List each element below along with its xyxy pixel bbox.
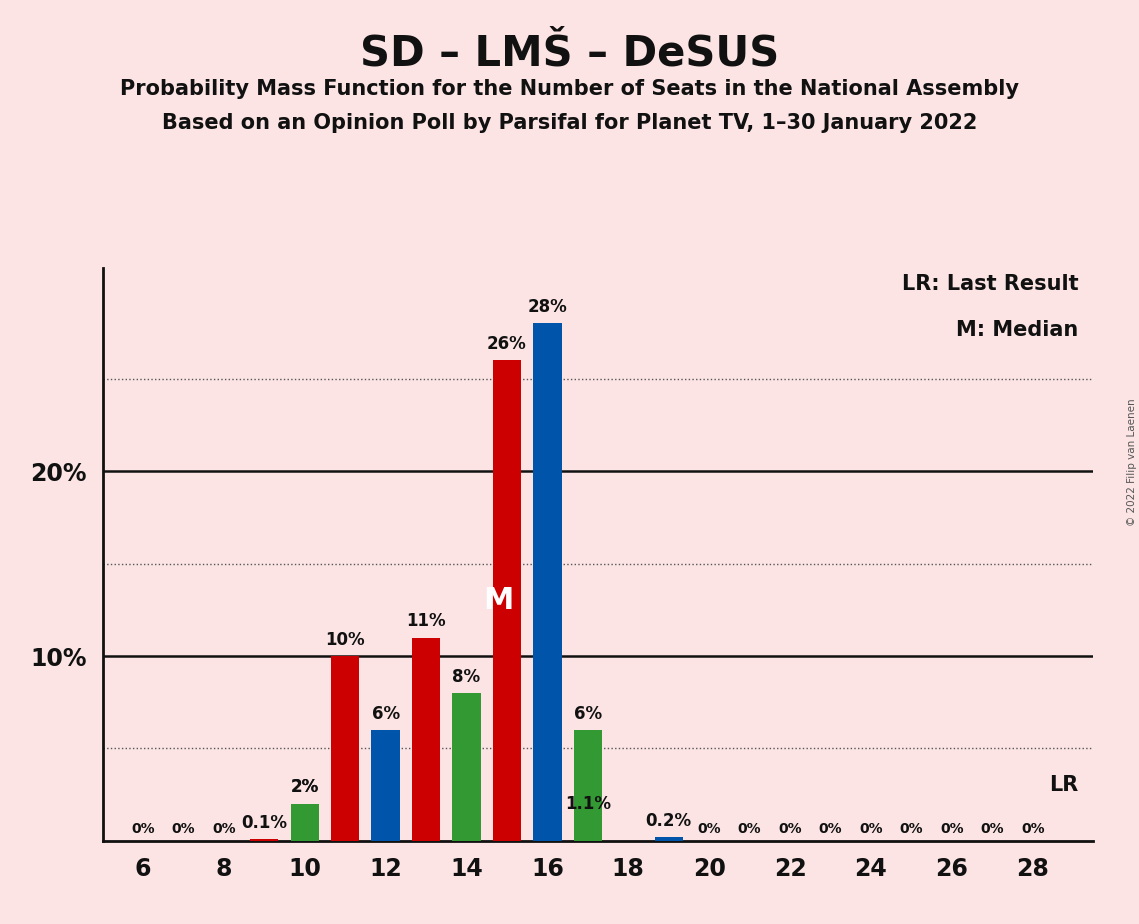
Text: 0%: 0%	[940, 822, 964, 836]
Text: M: Median: M: Median	[957, 320, 1079, 339]
Text: M: M	[484, 586, 514, 615]
Text: 26%: 26%	[487, 335, 527, 353]
Bar	[412, 638, 441, 841]
Text: 0%: 0%	[778, 822, 802, 836]
Text: Based on an Opinion Poll by Parsifal for Planet TV, 1–30 January 2022: Based on an Opinion Poll by Parsifal for…	[162, 113, 977, 133]
Text: 8%: 8%	[452, 668, 481, 686]
Text: 10%: 10%	[326, 631, 364, 649]
Bar	[574, 730, 603, 841]
Text: 0%: 0%	[172, 822, 195, 836]
Text: 0%: 0%	[131, 822, 155, 836]
Text: Probability Mass Function for the Number of Seats in the National Assembly: Probability Mass Function for the Number…	[120, 79, 1019, 99]
Text: © 2022 Filip van Laenen: © 2022 Filip van Laenen	[1126, 398, 1137, 526]
Bar	[533, 323, 562, 841]
Text: LR: LR	[1049, 775, 1079, 795]
Text: 2%: 2%	[290, 779, 319, 796]
Bar	[574, 821, 603, 841]
Text: 0%: 0%	[212, 822, 236, 836]
Bar	[331, 656, 359, 841]
Text: 0.2%: 0.2%	[646, 812, 691, 830]
Text: 0%: 0%	[981, 822, 1005, 836]
Bar	[290, 804, 319, 841]
Text: 0.1%: 0.1%	[241, 814, 287, 832]
Text: 0%: 0%	[819, 822, 843, 836]
Text: 0%: 0%	[697, 822, 721, 836]
Text: 2%: 2%	[290, 779, 319, 796]
Text: SD – LMŠ – DeSUS: SD – LMŠ – DeSUS	[360, 32, 779, 74]
Text: 0%: 0%	[1021, 822, 1044, 836]
Text: 28%: 28%	[527, 298, 567, 316]
Text: 6%: 6%	[574, 705, 601, 723]
Text: LR: Last Result: LR: Last Result	[902, 274, 1079, 294]
Text: 0%: 0%	[900, 822, 924, 836]
Bar	[452, 693, 481, 841]
Bar	[290, 804, 319, 841]
Text: 6%: 6%	[371, 705, 400, 723]
Bar	[251, 839, 278, 841]
Text: 11%: 11%	[407, 613, 445, 630]
Bar	[371, 730, 400, 841]
Text: 0%: 0%	[738, 822, 762, 836]
Bar	[493, 360, 522, 841]
Text: 0%: 0%	[859, 822, 883, 836]
Text: 1.1%: 1.1%	[565, 796, 611, 813]
Bar	[655, 837, 683, 841]
